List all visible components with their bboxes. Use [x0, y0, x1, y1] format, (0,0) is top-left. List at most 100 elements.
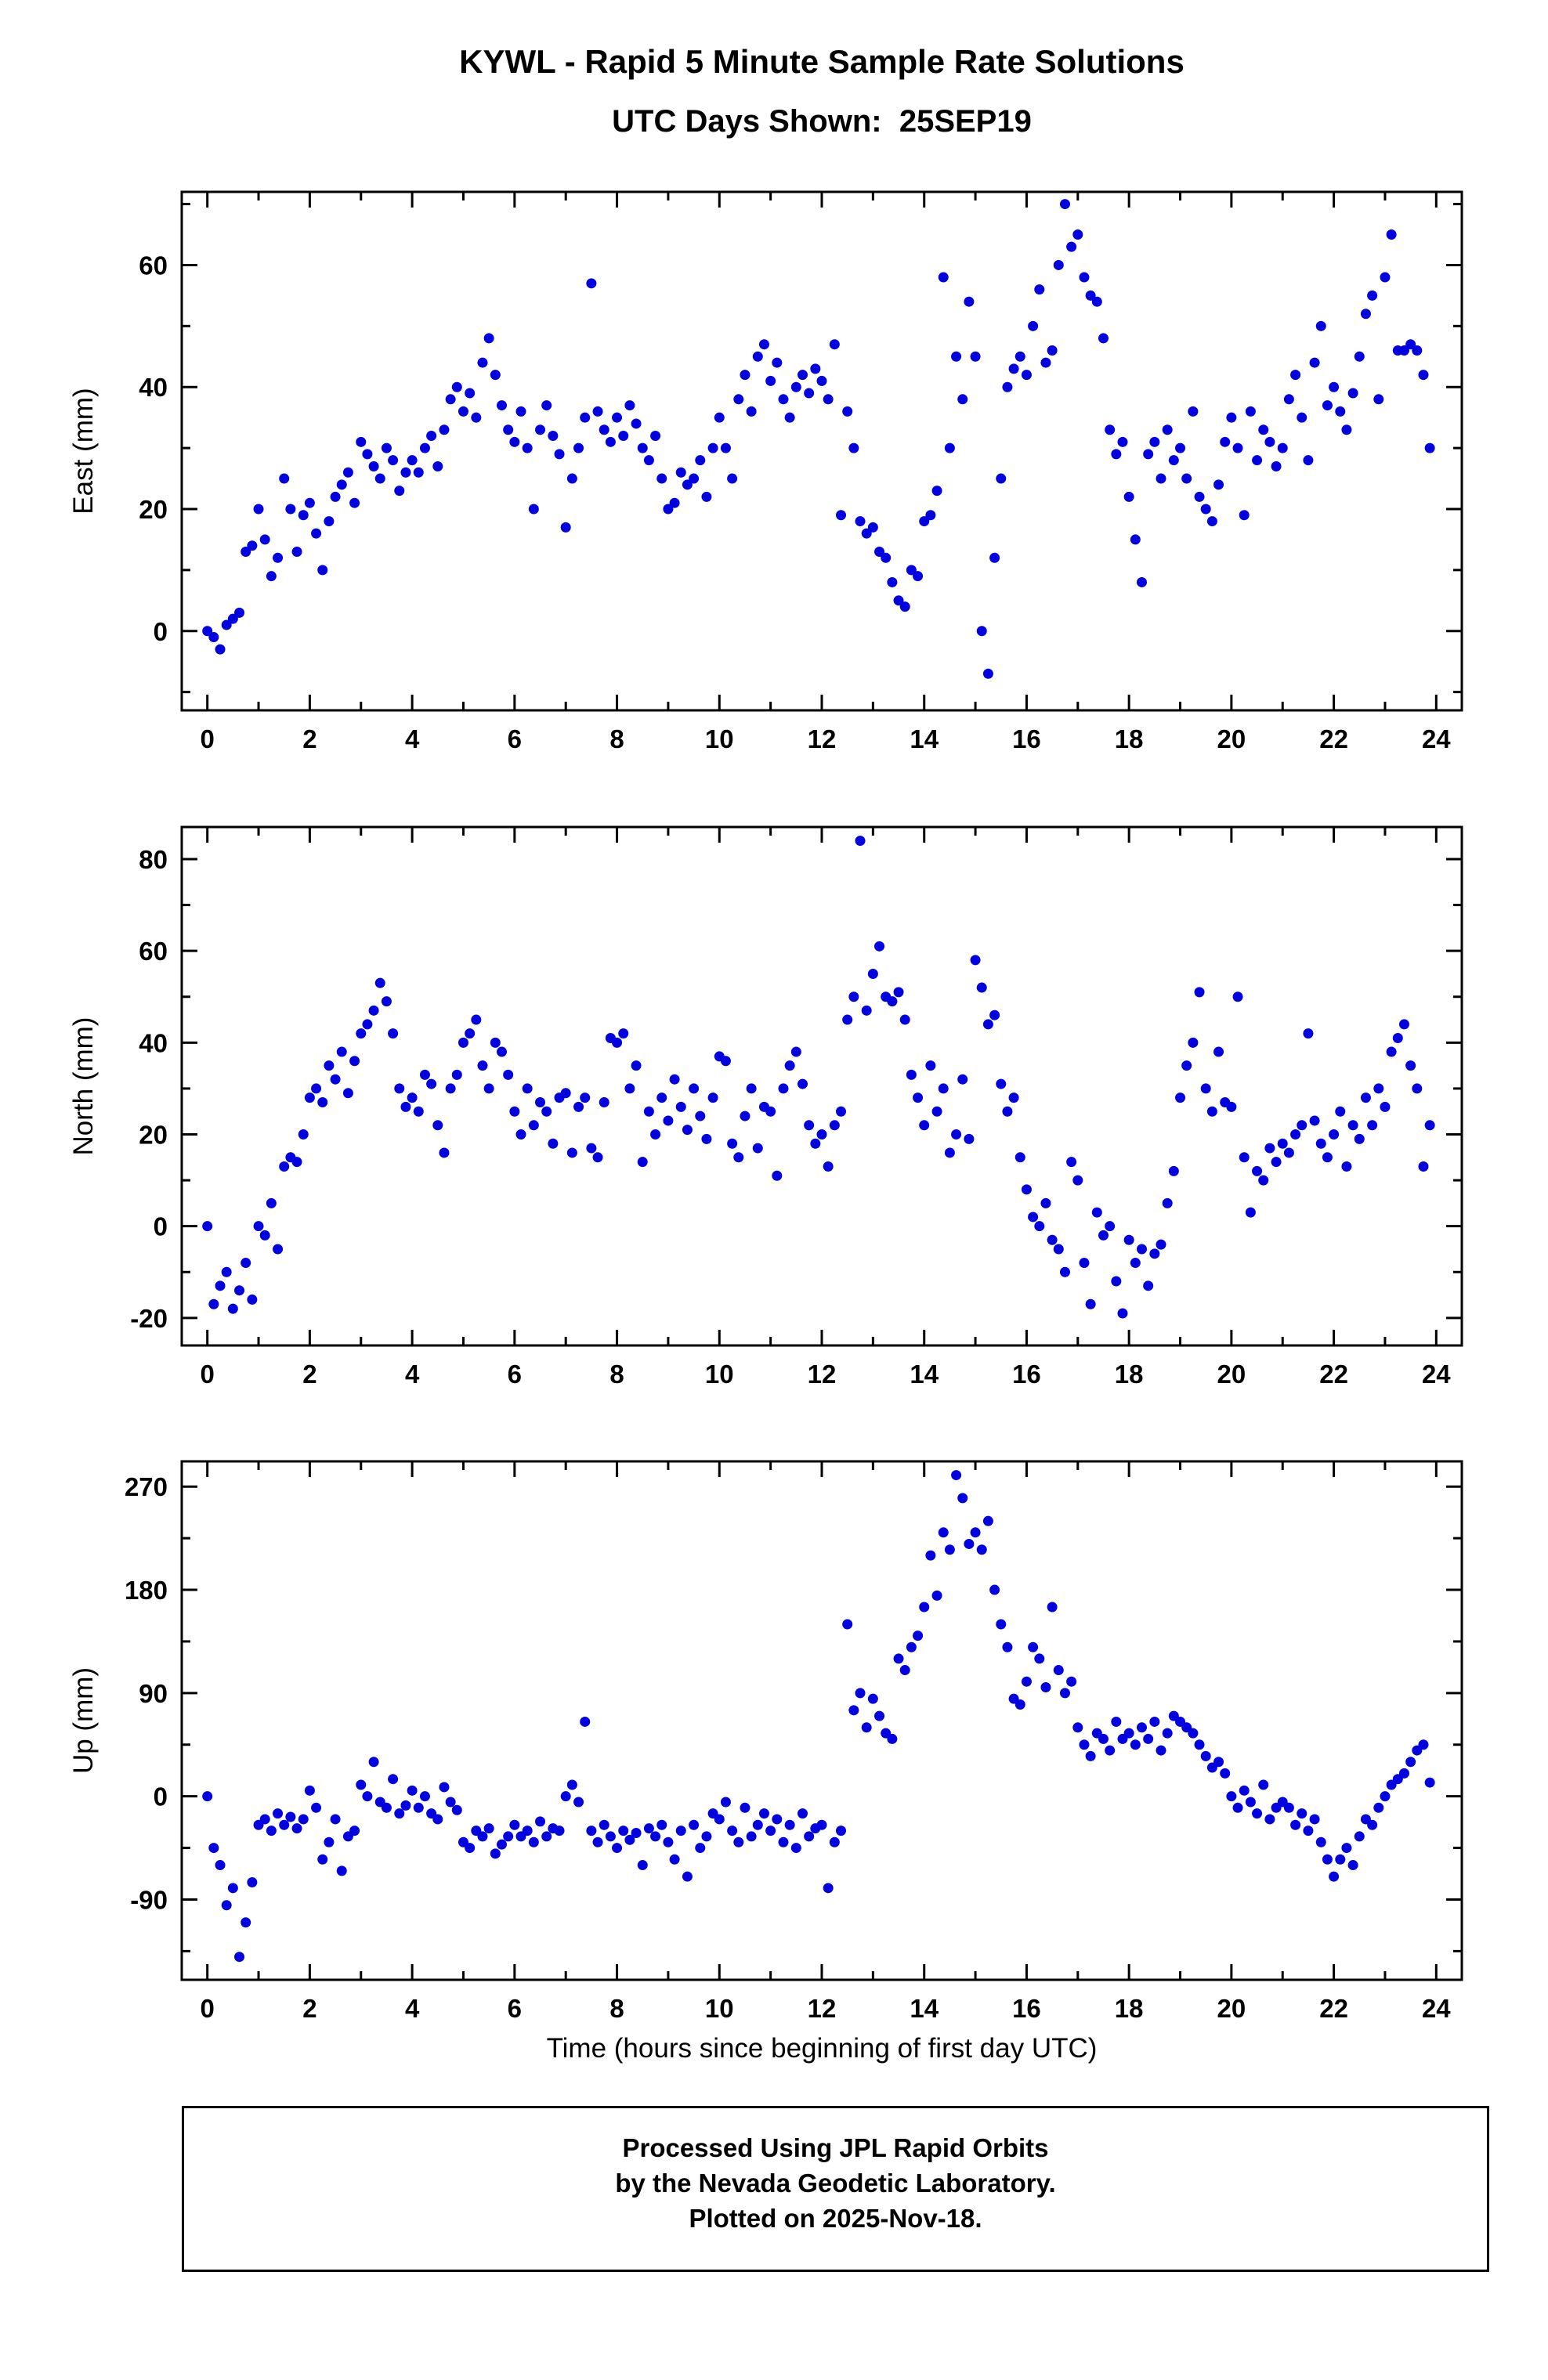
data-point: [861, 1005, 872, 1016]
data-point: [285, 1811, 296, 1822]
data-point: [566, 473, 577, 484]
data-point: [938, 1527, 949, 1538]
data-point: [221, 619, 232, 630]
data-point: [208, 632, 219, 643]
data-point: [881, 552, 892, 563]
data-point: [202, 1221, 213, 1232]
data-point: [1226, 1791, 1237, 1802]
data-point: [1315, 1138, 1326, 1149]
data-point: [931, 1106, 942, 1117]
data-point: [515, 1129, 526, 1140]
data-point: [624, 1834, 635, 1845]
data-point: [1015, 351, 1025, 362]
data-point: [381, 1802, 392, 1813]
data-point: [669, 1074, 680, 1085]
data-point: [407, 1785, 418, 1796]
data-point: [772, 1814, 783, 1825]
data-point: [490, 1848, 501, 1859]
data-point: [765, 375, 776, 386]
data-point: [394, 1083, 405, 1094]
data-point: [458, 1037, 468, 1048]
data-point: [1373, 394, 1384, 405]
data-point: [964, 1133, 975, 1144]
data-point: [913, 571, 924, 582]
data-point: [1373, 1083, 1384, 1094]
data-point: [919, 1120, 930, 1131]
data-point: [548, 1138, 559, 1149]
data-point: [1130, 534, 1141, 545]
data-point: [599, 424, 609, 435]
data-point: [471, 1014, 482, 1025]
data-point: [1085, 290, 1096, 301]
data-point: [1405, 1060, 1416, 1071]
y-tick-label: 90: [139, 1679, 168, 1708]
x-tick-label: 2: [302, 1994, 316, 2023]
data-point: [772, 1170, 783, 1181]
data-point: [432, 1120, 443, 1131]
data-point: [580, 1092, 591, 1103]
data-point: [400, 467, 411, 478]
data-point: [522, 1083, 533, 1094]
data-point: [1149, 436, 1160, 447]
data-point: [566, 1779, 577, 1790]
data-point: [1367, 1819, 1378, 1830]
data-point: [906, 1069, 917, 1080]
data-point: [298, 1814, 309, 1825]
data-point: [1309, 1814, 1320, 1825]
data-point: [336, 479, 347, 490]
data-point: [1386, 1046, 1397, 1057]
data-point: [1290, 370, 1301, 381]
data-point: [1079, 272, 1090, 283]
data-point: [1040, 357, 1051, 368]
data-point: [1252, 455, 1263, 466]
data-point: [790, 381, 801, 392]
data-point: [707, 1092, 718, 1103]
data-point: [1322, 400, 1333, 411]
data-point: [1290, 1129, 1301, 1140]
data-point: [1309, 357, 1320, 368]
data-point: [829, 1836, 840, 1847]
data-point: [554, 1826, 565, 1836]
data-point: [727, 473, 738, 484]
data-point: [1015, 1152, 1025, 1163]
data-point: [605, 436, 616, 447]
data-point: [823, 394, 834, 405]
data-point: [330, 491, 341, 502]
data-point: [727, 1138, 738, 1149]
data-point: [324, 516, 335, 527]
data-point: [400, 1800, 411, 1811]
data-point: [784, 1060, 795, 1071]
data-point: [829, 1120, 840, 1131]
data-point: [1392, 1032, 1403, 1043]
data-point: [1034, 284, 1045, 295]
data-point: [509, 436, 520, 447]
x-tick-label: 4: [405, 1360, 420, 1389]
data-point: [772, 357, 783, 368]
data-point: [643, 1823, 654, 1834]
data-point: [227, 1303, 238, 1314]
data-point: [637, 1157, 648, 1168]
data-point: [1226, 412, 1237, 423]
data-point: [381, 996, 392, 1007]
data-point: [1398, 345, 1409, 356]
data-point: [643, 455, 654, 466]
data-point: [304, 497, 315, 508]
data-point: [535, 1816, 546, 1827]
data-point: [976, 982, 987, 993]
data-point: [957, 394, 968, 405]
x-tick-label: 18: [1115, 724, 1144, 753]
data-point: [893, 987, 904, 998]
data-point: [899, 1665, 910, 1676]
data-point: [407, 455, 418, 466]
data-point: [509, 1106, 520, 1117]
data-point: [586, 1143, 597, 1154]
x-tick-label: 10: [705, 1994, 734, 2023]
data-point: [227, 1883, 238, 1894]
data-point: [970, 351, 981, 362]
data-point: [746, 406, 757, 417]
data-point: [1194, 491, 1205, 502]
data-point: [1091, 1207, 1102, 1218]
data-point: [1354, 1831, 1365, 1842]
data-point: [1398, 1768, 1409, 1779]
